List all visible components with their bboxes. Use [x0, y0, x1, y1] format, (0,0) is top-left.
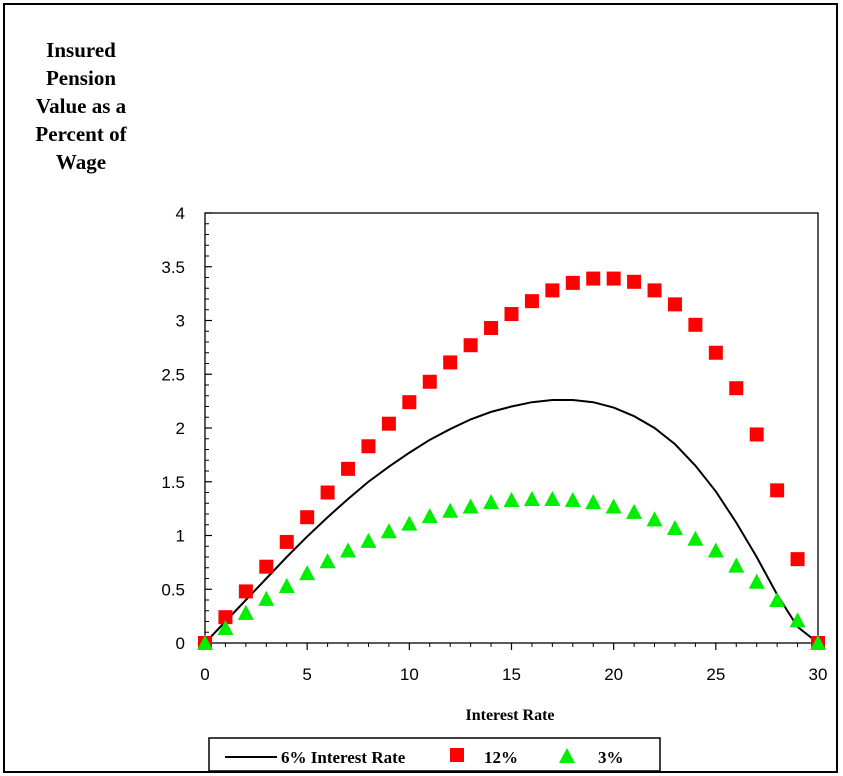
data-point-3pct: [340, 542, 357, 558]
data-point-3pct: [789, 612, 806, 628]
data-point-12pct: [770, 483, 785, 498]
data-point-12pct: [729, 381, 744, 396]
y-axis-label-line: Pension: [45, 66, 116, 90]
y-tick-label: 3.5: [161, 258, 185, 277]
data-point-12pct: [300, 510, 315, 525]
data-point-12pct: [320, 485, 335, 500]
data-point-12pct: [402, 395, 417, 410]
data-point-12pct: [361, 439, 376, 454]
data-point-3pct: [237, 604, 254, 620]
data-point-12pct: [647, 283, 662, 298]
data-point-3pct: [360, 532, 377, 548]
x-tick-label: 5: [302, 665, 311, 684]
data-point-3pct: [319, 553, 336, 569]
data-point-12pct: [688, 317, 703, 332]
y-axis-label: Insured Pension Value as a Percent of Wa…: [6, 36, 156, 176]
data-point-3pct: [197, 635, 213, 650]
data-point-3pct: [421, 508, 438, 524]
legend-label-3pct: 3%: [598, 748, 624, 767]
data-point-12pct: [606, 271, 621, 286]
data-point-12pct: [565, 275, 580, 290]
x-tick-label: 0: [200, 665, 209, 684]
data-point-3pct: [707, 542, 724, 558]
data-point-3pct: [278, 578, 295, 594]
data-point-12pct: [443, 355, 458, 370]
y-tick-label: 2.5: [161, 365, 185, 384]
data-point-3pct: [462, 498, 479, 514]
y-tick-label: 4: [176, 204, 185, 223]
data-point-12pct: [484, 321, 499, 336]
legend-triangle-swatch: [559, 748, 575, 763]
data-point-3pct: [442, 502, 459, 518]
data-point-12pct: [524, 294, 539, 309]
y-axis-label-line: Value as a: [35, 94, 127, 118]
x-tick-label: 10: [400, 665, 419, 684]
y-tick-label: 1.5: [161, 473, 185, 492]
data-point-12pct: [381, 416, 396, 431]
data-point-12pct: [790, 552, 805, 567]
data-point-12pct: [627, 274, 642, 289]
y-tick-label: 3: [176, 312, 185, 331]
data-point-12pct: [545, 283, 560, 298]
x-tick-label: 20: [604, 665, 623, 684]
y-tick-label: 2: [176, 419, 185, 438]
data-point-3pct: [564, 492, 581, 508]
x-tick-label: 25: [706, 665, 725, 684]
data-point-3pct: [728, 557, 745, 573]
y-axis-label-line: Insured: [46, 38, 116, 62]
data-point-3pct: [585, 494, 602, 510]
legend: 6% Interest Rate 12% 3%: [208, 737, 661, 772]
plot-border: [204, 212, 819, 644]
data-point-12pct: [749, 427, 764, 442]
data-point-3pct: [380, 523, 397, 539]
data-point-12pct: [238, 584, 253, 599]
data-point-3pct: [605, 498, 622, 514]
data-point-3pct: [503, 492, 520, 508]
data-point-3pct: [483, 494, 500, 510]
y-tick-label: 1: [176, 527, 185, 546]
chart-frame: [3, 3, 838, 773]
data-point-3pct: [258, 590, 275, 606]
plot-area: 0 0.5 1 1.5 2 2.5 3 3.5 4 0 5 10 15 20 25 30: [161, 204, 827, 684]
data-point-12pct: [667, 297, 682, 312]
data-point-3pct: [810, 635, 826, 650]
data-point-3pct: [769, 592, 786, 607]
data-point-3pct: [626, 503, 643, 519]
data-point-3pct: [748, 573, 765, 589]
x-tick-label: 15: [502, 665, 521, 684]
series-line-6pct: [204, 399, 819, 644]
data-point-12pct: [463, 338, 478, 353]
x-tick-label: 30: [809, 665, 828, 684]
data-point-3pct: [401, 515, 418, 531]
data-point-3pct: [217, 619, 234, 635]
data-point-12pct: [279, 534, 294, 549]
data-point-12pct: [504, 307, 519, 322]
y-axis-label-line: Wage: [55, 150, 107, 174]
data-point-3pct: [646, 511, 663, 527]
x-axis-label: Interest Rate: [465, 707, 554, 724]
data-point-12pct: [586, 271, 601, 286]
legend-square-swatch: [450, 748, 464, 762]
data-point-12pct: [341, 461, 356, 476]
data-point-12pct: [259, 559, 274, 574]
y-tick-label: 0: [176, 634, 185, 653]
data-point-3pct: [523, 490, 540, 506]
legend-label-12pct: 12%: [484, 748, 518, 767]
y-axis-label-line: Percent of: [35, 122, 127, 146]
data-point-12pct: [708, 345, 723, 360]
legend-label-6pct: 6% Interest Rate: [281, 748, 406, 767]
data-point-3pct: [687, 530, 704, 546]
y-tick-label: 0.5: [161, 580, 185, 599]
data-point-3pct: [299, 565, 316, 581]
legend-box: [208, 737, 661, 772]
data-point-12pct: [422, 374, 437, 389]
data-point-3pct: [666, 519, 683, 535]
data-point-12pct: [218, 610, 233, 625]
data-point-3pct: [544, 490, 561, 506]
